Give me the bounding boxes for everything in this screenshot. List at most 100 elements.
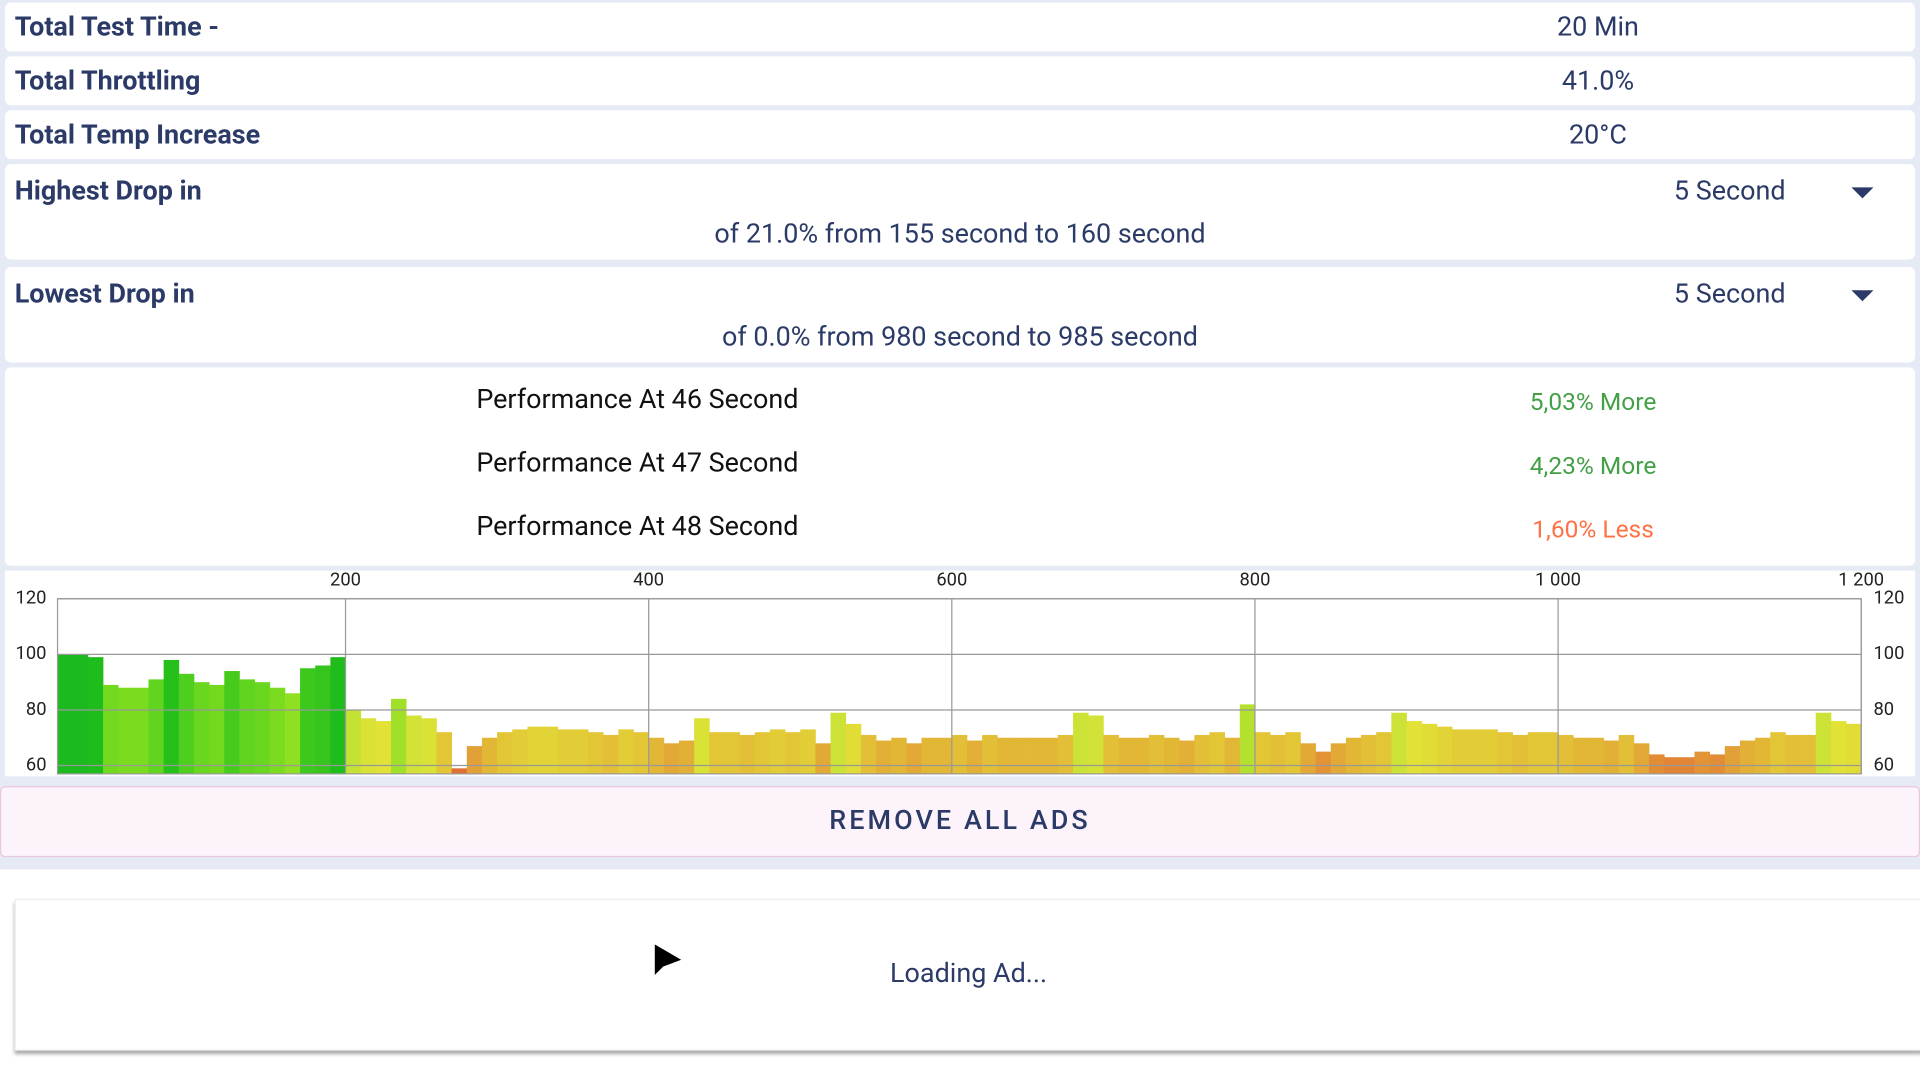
bar [1482, 729, 1498, 774]
row-label: Total Throttling [14, 66, 201, 97]
bar [1391, 712, 1407, 774]
bar [103, 684, 119, 774]
dropdown[interactable]: 5 Second [1673, 279, 1786, 310]
bar [497, 732, 513, 774]
bar [1467, 729, 1483, 774]
bar [178, 673, 195, 774]
performance-label: Performance At 48 Second [476, 511, 799, 543]
performance-value: 1,60% Less [1532, 514, 1654, 544]
ad-area: Loading Ad... [0, 869, 1920, 1080]
bar [557, 729, 574, 774]
dropdown-arrow[interactable] [1851, 290, 1874, 302]
bar [391, 698, 407, 774]
bar [603, 734, 619, 774]
y-tick-label: 60 [1873, 754, 1894, 775]
bar [1300, 743, 1316, 774]
bar [1815, 712, 1832, 774]
bar [709, 732, 725, 774]
bar [694, 718, 710, 774]
bar [906, 743, 922, 774]
bar [542, 726, 559, 774]
bar [891, 737, 907, 774]
row-label: Total Temp Increase [14, 120, 261, 151]
bar [663, 743, 680, 774]
bar [163, 659, 180, 774]
bar [1194, 734, 1210, 774]
bar [1315, 751, 1332, 774]
x-tick-label: 1 000 [1535, 571, 1581, 591]
bar [315, 665, 331, 774]
bar [769, 729, 786, 774]
remove-ads-button[interactable]: REMOVE ALL ADS [0, 786, 1920, 858]
bar [936, 737, 953, 774]
performance-card: Performance At 46 Second 5,03% More Perfor… [4, 367, 1916, 566]
bar [87, 657, 104, 774]
bar [345, 709, 362, 774]
x-tick-label: 400 [633, 571, 664, 591]
bar [1118, 737, 1135, 774]
bar [1406, 721, 1423, 774]
bar [512, 729, 528, 774]
bar [57, 654, 74, 774]
bar [1618, 734, 1635, 774]
bar [633, 732, 650, 774]
bar [951, 734, 968, 774]
bar [1800, 734, 1817, 774]
bar [1361, 734, 1377, 774]
bar [1588, 737, 1604, 774]
row-value: 41.0% [1561, 66, 1635, 97]
bar [815, 743, 831, 774]
bar [1073, 712, 1089, 774]
bar [1270, 734, 1286, 774]
bar [588, 732, 604, 774]
bar [527, 726, 543, 774]
bar [1512, 734, 1529, 774]
bar [481, 737, 498, 774]
y-tick-label: 120 [16, 588, 47, 609]
dropdown[interactable]: 5 Second [1673, 176, 1786, 207]
chart: 60 60 80 80 100 100 120 120 200 400 600 800 1 000 1 2… [16, 571, 1905, 776]
bar [466, 746, 483, 774]
bar [1088, 715, 1104, 774]
bar [739, 734, 756, 774]
bar [966, 740, 983, 774]
bar [1724, 746, 1741, 774]
bar [269, 687, 286, 774]
performance-label: Performance At 47 Second [476, 448, 799, 479]
bar [300, 668, 316, 774]
bar [1224, 737, 1241, 774]
bar [921, 737, 938, 774]
bar [1558, 734, 1574, 774]
bar [118, 687, 134, 774]
bar [1542, 732, 1559, 774]
dropdown-arrow[interactable] [1851, 187, 1874, 199]
bar [330, 657, 346, 774]
bar [800, 729, 816, 774]
bar [254, 682, 271, 774]
performance-label: Performance At 46 Second [476, 384, 799, 416]
bar [1649, 754, 1665, 774]
x-tick-label: 1 200 [1838, 571, 1884, 591]
bar [1830, 721, 1847, 774]
bar [1451, 729, 1468, 774]
bar [375, 721, 392, 774]
bar [648, 737, 665, 774]
bar [1209, 732, 1226, 774]
row-value: 20°C [1569, 120, 1627, 151]
x-tick-label: 200 [330, 571, 361, 591]
drop-detail: of 0.0% from 980 second to 985 second [721, 322, 1199, 353]
bar [436, 732, 452, 774]
bar [1770, 732, 1786, 774]
bar [785, 732, 801, 774]
bar [284, 693, 301, 774]
bar [209, 684, 225, 774]
bar [1103, 734, 1119, 774]
bar [72, 654, 89, 774]
bar [148, 679, 165, 774]
drop-row: Highest Drop in 5 Second of 21.0% from 1… [4, 164, 1916, 260]
bar [1709, 754, 1726, 774]
bar [724, 732, 740, 774]
cursor [652, 941, 685, 979]
bar [1633, 743, 1650, 774]
